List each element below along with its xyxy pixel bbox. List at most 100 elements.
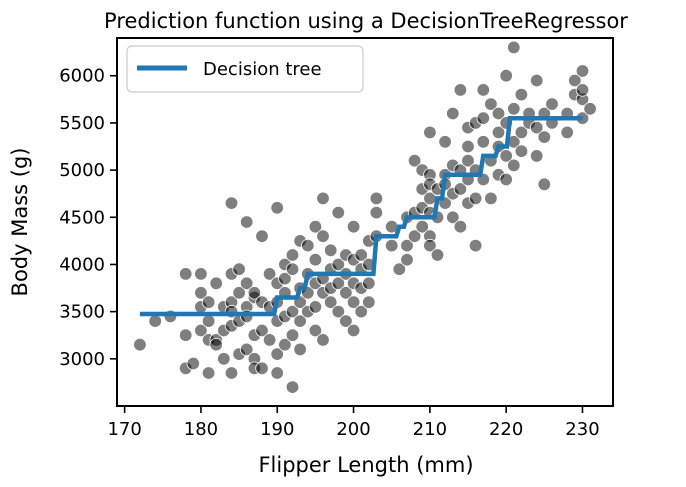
scatter-point bbox=[339, 286, 353, 300]
scatter-point bbox=[270, 366, 284, 380]
scatter-point bbox=[537, 130, 552, 144]
y-tick-label: 4000 bbox=[59, 254, 105, 275]
scatter-point bbox=[194, 286, 208, 300]
scatter-point bbox=[308, 219, 323, 234]
y-axis: 3000 3500 4000 4500 5000 5500 6000 bbox=[59, 66, 117, 370]
scatter-point bbox=[331, 276, 346, 291]
scatter-point bbox=[133, 338, 147, 352]
scatter-point bbox=[239, 342, 254, 357]
scatter-point bbox=[201, 295, 216, 309]
scatter-point bbox=[293, 314, 307, 328]
scatter-point bbox=[278, 338, 292, 352]
scatter-point bbox=[255, 229, 269, 243]
scatter-point bbox=[217, 352, 231, 366]
scatter-point bbox=[438, 135, 452, 149]
scatter-point bbox=[316, 191, 330, 206]
y-axis-label: Body Mass (g) bbox=[8, 148, 32, 297]
scatter-point bbox=[362, 276, 376, 291]
scatter-point bbox=[209, 338, 223, 352]
scatter-point bbox=[346, 295, 361, 309]
scatter-point bbox=[499, 68, 513, 83]
scatter-point bbox=[194, 267, 208, 281]
decision-tree-line-group bbox=[139, 115, 583, 317]
x-axis: 170 180 190 200 210 220 230 bbox=[107, 406, 600, 440]
scatter-point bbox=[201, 314, 216, 328]
x-tick-label: 230 bbox=[565, 419, 599, 440]
scatter-point bbox=[346, 323, 361, 338]
scatter-point bbox=[301, 238, 315, 253]
legend-label: Decision tree bbox=[203, 59, 322, 80]
scatter-point bbox=[324, 243, 338, 258]
scatter-point bbox=[461, 139, 475, 154]
y-tick-label: 5000 bbox=[59, 160, 105, 181]
scatter-point bbox=[285, 304, 300, 319]
scatter-point bbox=[468, 191, 483, 206]
scatter-point bbox=[514, 125, 529, 140]
scatter-point bbox=[255, 323, 269, 338]
scatter-point bbox=[476, 135, 491, 149]
y-tick-label: 3000 bbox=[59, 349, 105, 370]
scatter-point bbox=[507, 158, 521, 173]
scatter-point bbox=[545, 97, 559, 111]
scatter-point bbox=[575, 64, 590, 78]
scatter-point bbox=[537, 177, 552, 192]
scatter-point bbox=[224, 196, 239, 210]
scatter-point bbox=[247, 286, 262, 300]
scatter-point bbox=[530, 73, 544, 88]
scatter-point bbox=[514, 87, 529, 102]
scatter-point bbox=[415, 219, 429, 234]
scatter-point bbox=[362, 295, 376, 309]
scatter-point bbox=[423, 125, 437, 140]
legend-box bbox=[126, 45, 364, 93]
scatter-point bbox=[468, 238, 483, 253]
scatter-point bbox=[285, 380, 300, 394]
scatter-point bbox=[583, 102, 597, 116]
scatter-point bbox=[148, 314, 162, 328]
scatter-points bbox=[133, 40, 597, 394]
scatter-point bbox=[369, 205, 384, 220]
scatter-point bbox=[285, 262, 300, 276]
scatter-point bbox=[239, 276, 254, 291]
x-tick-label: 210 bbox=[413, 419, 447, 440]
scatter-point bbox=[178, 267, 193, 281]
scatter-point bbox=[530, 149, 544, 163]
scatter-point bbox=[239, 215, 254, 229]
scatter-point bbox=[324, 295, 338, 309]
scatter-point bbox=[507, 102, 521, 116]
scatter-point bbox=[461, 153, 475, 168]
scatter-point bbox=[224, 366, 239, 380]
scatter-point bbox=[331, 304, 346, 319]
scatter-point bbox=[308, 323, 323, 338]
legend: Decision tree bbox=[126, 45, 364, 93]
scatter-point bbox=[507, 40, 521, 55]
scatter-point bbox=[285, 248, 300, 262]
scatter-point bbox=[285, 328, 300, 342]
scatter-point bbox=[484, 97, 498, 111]
scatter-point bbox=[446, 210, 460, 225]
scatter-point bbox=[568, 73, 582, 88]
x-tick-label: 170 bbox=[107, 419, 141, 440]
scatter-point bbox=[453, 219, 468, 234]
scatter-point bbox=[278, 271, 292, 286]
scatter-point bbox=[400, 238, 414, 253]
scatter-point bbox=[392, 262, 407, 276]
scatter-point bbox=[575, 83, 590, 97]
scatter-point bbox=[308, 253, 323, 267]
scatter-point bbox=[530, 120, 544, 135]
scatter-point bbox=[453, 83, 468, 97]
scatter-point bbox=[255, 361, 269, 376]
y-tick-label: 5500 bbox=[59, 113, 105, 134]
scatter-point bbox=[331, 205, 346, 220]
scatter-point bbox=[499, 172, 513, 187]
scatter-point bbox=[446, 106, 460, 121]
x-tick-label: 190 bbox=[260, 419, 294, 440]
scatter-point bbox=[262, 267, 277, 281]
scatter-point bbox=[423, 238, 437, 253]
x-axis-label: Flipper Length (mm) bbox=[258, 453, 473, 477]
scatter-point bbox=[293, 342, 307, 357]
scatter-point bbox=[369, 191, 384, 206]
scatter-point bbox=[491, 106, 506, 121]
scatter-point bbox=[453, 182, 468, 196]
scatter-point bbox=[316, 229, 330, 243]
